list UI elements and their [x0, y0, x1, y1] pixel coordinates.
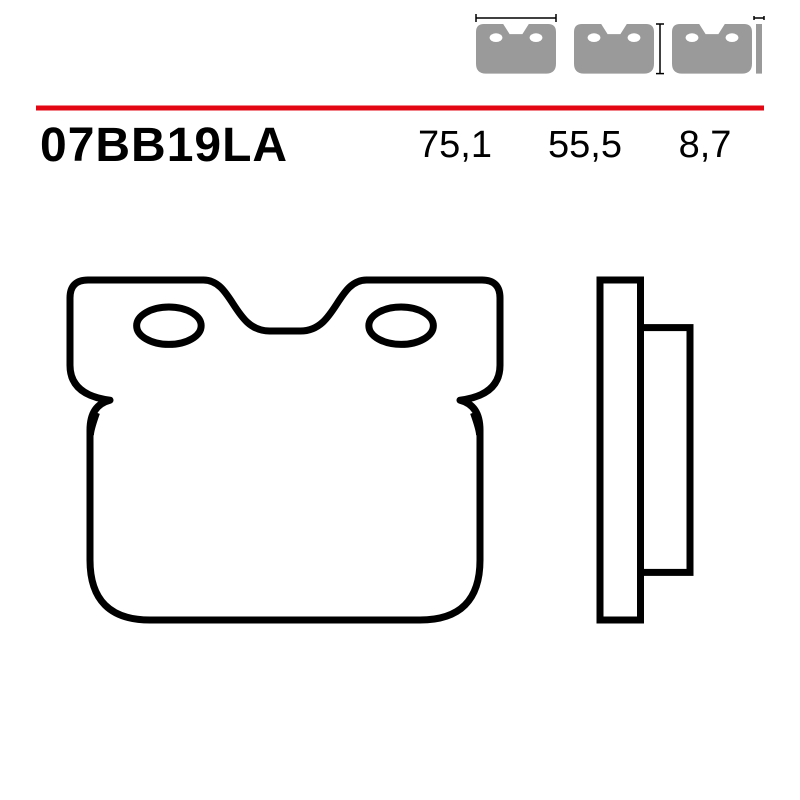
mounting-hole: [369, 307, 434, 344]
dimension-icon: [672, 24, 752, 74]
dimension-icon: [476, 24, 556, 74]
dimension-thickness-value: 8,7: [650, 124, 760, 167]
header-dimension-icons: [0, 0, 800, 110]
dimension-width-value: 75,1: [390, 124, 520, 167]
dimension-height-value: 55,5: [520, 124, 650, 167]
part-number: 07BB19LA: [40, 118, 288, 173]
spec-row: 07BB19LA 75,1 55,5 8,7: [40, 118, 760, 173]
pad-side-view: [600, 280, 690, 620]
accent-separator: [0, 103, 800, 113]
dimension-icon: [574, 24, 654, 74]
mounting-hole: [137, 307, 202, 344]
brake-pad-drawing: [0, 250, 800, 770]
